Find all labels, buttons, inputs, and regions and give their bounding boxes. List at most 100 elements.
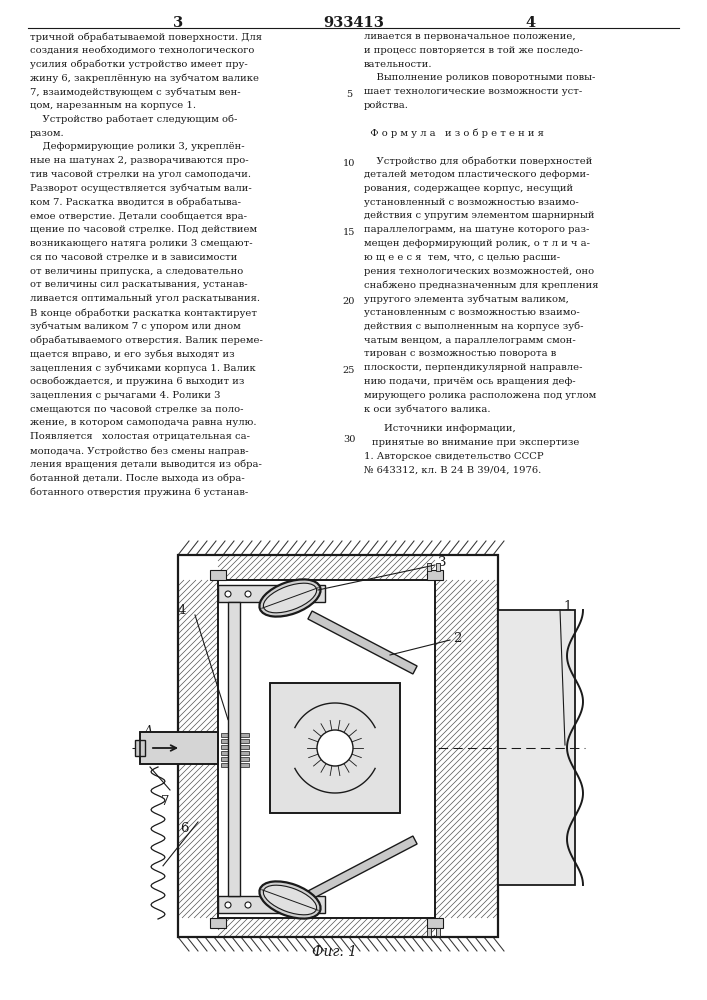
Circle shape [225,591,231,597]
Text: щается вправо, и его зубья выходят из: щается вправо, и его зубья выходят из [30,349,235,359]
Text: Источники информации,: Источники информации, [384,424,515,433]
Text: обрабатываемого отверстия. Валик переме-: обрабатываемого отверстия. Валик переме- [30,336,263,345]
Polygon shape [308,836,417,899]
Text: 933413: 933413 [324,16,385,30]
Bar [498,610,575,885]
Text: чатым венцом, а параллелограмм смон-: чатым венцом, а параллелограмм смон- [364,336,575,345]
Text: параллелограмм, на шатуне которого раз-: параллелограмм, на шатуне которого раз- [364,225,590,234]
Bar [221,733,249,737]
Bar [135,740,145,756]
Text: упругого элемента зубчатым валиком,: упругого элемента зубчатым валиком, [364,294,569,304]
Text: от величины сил раскатывания, устанав-: от величины сил раскатывания, устанав- [30,280,247,289]
Text: снабжено предназначенным для крепления: снабжено предназначенным для крепления [364,280,599,290]
Text: действия с упругим элементом шарнирный: действия с упругим элементом шарнирный [364,211,595,220]
Bar [221,751,249,755]
Text: 6: 6 [180,822,188,834]
Text: мещен деформирующий ролик, о т л и ч а-: мещен деформирующий ролик, о т л и ч а- [364,239,590,248]
Bar [270,683,400,813]
Text: разом.: разом. [30,129,64,138]
Text: В конце обработки раскатка контактирует: В конце обработки раскатка контактирует [30,308,257,318]
Text: 1. Авторское свидетельство СССР: 1. Авторское свидетельство СССР [364,452,544,461]
Text: плоскости, перпендикулярной направле-: плоскости, перпендикулярной направле- [364,363,583,372]
Bar [210,570,226,580]
Text: зубчатым валиком 7 с упором или дном: зубчатым валиком 7 с упором или дном [30,322,241,331]
Circle shape [317,730,353,766]
Text: ливается в первоначальное положение,: ливается в первоначальное положение, [364,32,575,41]
Ellipse shape [259,881,320,919]
Text: 20: 20 [343,297,355,306]
Text: создания необходимого технологического: создания необходимого технологического [30,46,255,55]
Text: нию подачи, причём ось вращения деф-: нию подачи, причём ось вращения деф- [364,377,575,386]
Text: щение по часовой стрелке. Под действием: щение по часовой стрелке. Под действием [30,225,257,234]
Text: ления вращения детали выводится из обра-: ления вращения детали выводится из обра- [30,460,262,469]
Text: № 643312, кл. В 24 В 39/04, 1976.: № 643312, кл. В 24 В 39/04, 1976. [364,466,542,475]
Text: емое отверстие. Детали сообщается вра-: емое отверстие. Детали сообщается вра- [30,211,247,221]
Ellipse shape [259,579,320,617]
Circle shape [245,591,251,597]
Text: 3: 3 [438,556,447,570]
Text: установленным с возможностью взаимо-: установленным с возможностью взаимо- [364,308,580,317]
Bar [228,602,240,896]
Text: тив часовой стрелки на угол самоподачи.: тив часовой стрелки на угол самоподачи. [30,170,251,179]
Text: Выполнение роликов поворотными повы-: Выполнение роликов поворотными повы- [364,73,595,82]
Text: зацепления с рычагами 4. Ролики 3: зацепления с рычагами 4. Ролики 3 [30,391,221,400]
Bar [427,928,431,936]
Text: возникающего натяга ролики 3 смещают-: возникающего натяга ролики 3 смещают- [30,239,252,248]
Bar [218,896,325,913]
Text: мирующего ролика расположена под углом: мирующего ролика расположена под углом [364,391,596,400]
Bar [218,585,325,602]
Text: освобождается, и пружина 6 выходит из: освобождается, и пружина 6 выходит из [30,377,245,386]
Text: принятые во внимание при экспертизе: принятые во внимание при экспертизе [372,438,579,447]
Text: ботанного отверстия пружина 6 устанав-: ботанного отверстия пружина 6 устанав- [30,487,248,497]
Bar [270,683,400,813]
Bar [427,918,443,928]
Text: ботанной детали. После выхода из обра-: ботанной детали. После выхода из обра- [30,474,245,483]
Bar [178,555,498,937]
Bar [221,745,249,749]
Text: Ф о р м у л а   и з о б р е т е н и я: Ф о р м у л а и з о б р е т е н и я [364,129,544,138]
Text: 1: 1 [563,600,571,613]
Bar [221,739,249,743]
Text: жину 6, закреплённую на зубчатом валике: жину 6, закреплённую на зубчатом валике [30,73,259,83]
Text: 10: 10 [343,159,355,168]
Text: рования, содержащее корпус, несущий: рования, содержащее корпус, несущий [364,184,573,193]
Bar [218,580,435,918]
Text: Фиг. 1: Фиг. 1 [312,945,358,959]
Text: 30: 30 [343,435,355,444]
Polygon shape [308,611,417,674]
Text: ливается оптимальный угол раскатывания.: ливается оптимальный угол раскатывания. [30,294,260,303]
Bar [221,757,249,761]
Text: Устройство работает следующим об-: Устройство работает следующим об- [30,115,238,124]
Text: к оси зубчатого валика.: к оси зубчатого валика. [364,405,491,414]
Circle shape [245,902,251,908]
Text: от величины припуска, а следовательно: от величины припуска, а следовательно [30,267,243,276]
Text: 4: 4 [178,603,186,616]
Text: цом, нарезанным на корпусе 1.: цом, нарезанным на корпусе 1. [30,101,196,110]
Circle shape [225,902,231,908]
Text: Деформирующие ролики 3, укреплён-: Деформирующие ролики 3, укреплён- [30,142,245,151]
Bar [436,563,440,571]
Ellipse shape [264,583,317,613]
Bar [140,732,218,764]
Text: и процесс повторяется в той же последо-: и процесс повторяется в той же последо- [364,46,583,55]
Text: ные на шатунах 2, разворачиваются про-: ные на шатунах 2, разворачиваются про- [30,156,249,165]
Text: тирован с возможностью поворота в: тирован с возможностью поворота в [364,349,556,358]
Text: 7, взаимодействующем с зубчатым вен-: 7, взаимодействующем с зубчатым вен- [30,87,240,97]
Bar [427,563,431,571]
Text: Появляется   холостая отрицательная са-: Появляется холостая отрицательная са- [30,432,250,441]
Text: ком 7. Раскатка вводится в обрабатыва-: ком 7. Раскатка вводится в обрабатыва- [30,198,241,207]
Text: действия с выполненным на корпусе зуб-: действия с выполненным на корпусе зуб- [364,322,583,331]
Text: 4: 4 [525,16,535,30]
Ellipse shape [264,885,317,915]
Text: шает технологические возможности уст-: шает технологические возможности уст- [364,87,583,96]
Text: Разворот осуществляется зубчатым вали-: Разворот осуществляется зубчатым вали- [30,184,252,193]
Text: ройства.: ройства. [364,101,409,110]
Text: 25: 25 [343,366,355,375]
Text: 3: 3 [173,16,183,30]
Text: смещаются по часовой стрелке за поло-: смещаются по часовой стрелке за поло- [30,405,243,414]
Text: Устройство для обработки поверхностей: Устройство для обработки поверхностей [364,156,592,166]
Text: зацепления с зубчиками корпуса 1. Валик: зацепления с зубчиками корпуса 1. Валик [30,363,256,373]
Text: ся по часовой стрелке и в зависимости: ся по часовой стрелке и в зависимости [30,253,238,262]
Text: 7: 7 [160,795,169,808]
Bar [140,732,218,764]
